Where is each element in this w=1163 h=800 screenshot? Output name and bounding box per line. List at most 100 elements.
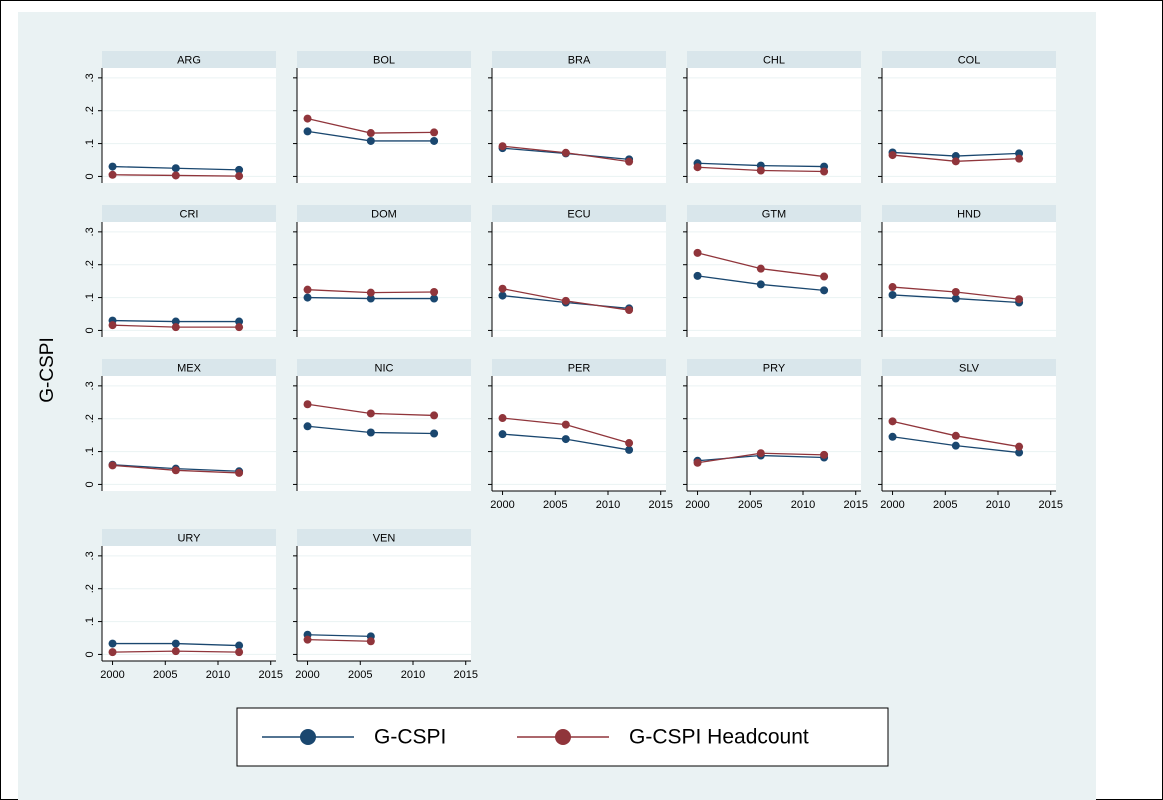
panel-plot (882, 68, 1056, 183)
panel-header (297, 529, 471, 546)
series-point (171, 171, 180, 180)
panel-header (492, 51, 666, 68)
series-point (498, 142, 507, 151)
series-point (693, 271, 702, 280)
series-point (888, 290, 897, 299)
series-point (1015, 448, 1024, 457)
x-tick-label: 2010 (986, 499, 1010, 511)
series-point (303, 422, 312, 431)
panel-plot (297, 546, 471, 661)
panel-title: DOM (371, 208, 397, 220)
x-tick-label: 2005 (933, 499, 957, 511)
x-tick-label: 2005 (153, 669, 177, 681)
series-point (1015, 154, 1024, 163)
x-tick-label: 2000 (490, 499, 514, 511)
series-point (303, 400, 312, 409)
panel-header (882, 205, 1056, 222)
y-tick-label: 0 (84, 481, 96, 487)
series-point (303, 114, 312, 123)
y-tick-label: .3 (84, 227, 96, 236)
x-tick-label: 2010 (596, 499, 620, 511)
y-tick-label: 0 (84, 327, 96, 333)
x-tick-label: 2015 (843, 499, 867, 511)
series-point (366, 409, 375, 418)
x-tick-label: 2000 (295, 669, 319, 681)
series-point (430, 136, 439, 145)
panel-plot (687, 376, 861, 491)
series-point (108, 162, 117, 171)
series-point (171, 323, 180, 332)
panel-title: URY (177, 532, 201, 544)
series-point (303, 285, 312, 294)
panel-header (492, 359, 666, 376)
series-point (366, 288, 375, 297)
y-tick-label: .2 (84, 260, 96, 269)
series-point (756, 166, 765, 175)
series-point (951, 294, 960, 303)
x-tick-label: 2015 (648, 499, 672, 511)
x-tick-label: 2005 (738, 499, 762, 511)
panel-title: COL (958, 54, 981, 66)
series-point (366, 129, 375, 138)
panel-plot (102, 222, 276, 337)
series-point (366, 428, 375, 437)
series-point (108, 170, 117, 179)
x-tick-label: 2010 (206, 669, 230, 681)
series-point (625, 445, 634, 454)
series-point (366, 294, 375, 303)
series-point (366, 136, 375, 145)
panel-title: VEN (373, 532, 396, 544)
panel-plot (297, 222, 471, 337)
series-point (1015, 295, 1024, 304)
series-point (625, 439, 634, 448)
y-tick-label: .3 (84, 73, 96, 82)
panel-header (297, 205, 471, 222)
panel-title: NIC (375, 362, 394, 374)
y-tick-label: .2 (84, 584, 96, 593)
panel-plot (297, 376, 471, 491)
series-point (171, 317, 180, 326)
series-line (307, 638, 371, 642)
series-point (951, 441, 960, 450)
series-point (888, 432, 897, 441)
series-point (561, 420, 570, 429)
series-point (756, 449, 765, 458)
panel-header (492, 205, 666, 222)
series-point (951, 287, 960, 296)
y-tick-label: .3 (84, 381, 96, 390)
panel-title: MEX (177, 362, 202, 374)
series-point (951, 157, 960, 166)
series-point (235, 165, 244, 174)
x-tick-label: 2000 (100, 669, 124, 681)
series-point (1015, 442, 1024, 451)
series-line (307, 634, 371, 638)
series-point (888, 283, 897, 292)
panel-title: GTM (762, 208, 786, 220)
series-point (820, 167, 829, 176)
series-point (625, 306, 634, 315)
series-point (235, 317, 244, 326)
panel-plot (492, 376, 666, 491)
series-point (498, 291, 507, 300)
series-point (430, 287, 439, 296)
series-point (498, 430, 507, 439)
series-point (303, 635, 312, 644)
series-point (171, 466, 180, 475)
panel-plot (297, 68, 471, 183)
series-point (498, 284, 507, 293)
series-point (108, 639, 117, 648)
panel-title: HND (957, 208, 981, 220)
series-point (171, 639, 180, 648)
legend-marker (300, 729, 316, 745)
series-point (235, 468, 244, 477)
y-tick-label: .1 (84, 447, 96, 456)
series-point (951, 431, 960, 440)
series-point (235, 323, 244, 332)
series-point (693, 458, 702, 467)
y-tick-label: .1 (84, 139, 96, 148)
x-tick-label: 2015 (258, 669, 282, 681)
series-point (820, 286, 829, 295)
series-point (303, 127, 312, 136)
panel-header (687, 51, 861, 68)
